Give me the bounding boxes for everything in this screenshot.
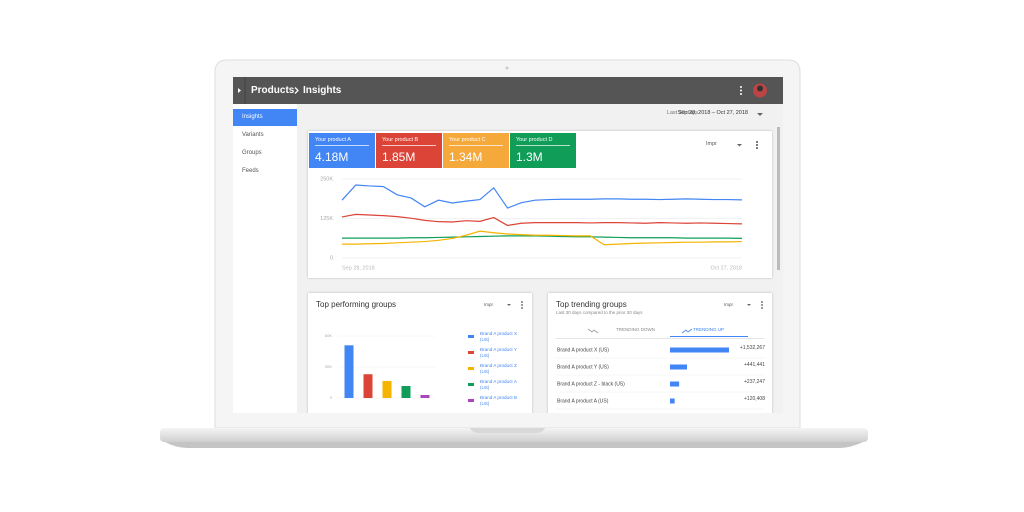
bar <box>344 345 354 398</box>
row-label: Brand A product X (US) <box>557 347 609 353</box>
tab[interactable]: TRENDING UP <box>693 327 725 332</box>
product-tile[interactable]: Your product C 1.34M <box>443 133 509 168</box>
metric-select[interactable]: Impr <box>706 141 717 147</box>
dropdown-icon <box>757 113 763 116</box>
line-chart: 0 125K 250K Sep 28, 2018 Oct 27, 2018 <box>320 176 743 271</box>
top-bar: Products Insights <box>233 77 783 104</box>
y-tick-label: 0 <box>330 255 333 261</box>
tab[interactable]: TRENDING DOWN <box>616 327 655 332</box>
card-title: Top trending groups <box>556 300 627 309</box>
top-performing-card: Top performing groups Impr 0 30K 60K Brand… <box>308 293 532 413</box>
product-tile[interactable]: Your product B 1.85M <box>376 133 442 168</box>
legend-swatch <box>468 335 474 338</box>
value-label: +1,532,267 <box>740 345 765 351</box>
legend-label: Brand A product A (US) <box>480 379 517 390</box>
bar <box>401 386 411 398</box>
series-line <box>341 213 743 227</box>
y-tick-label: 0 <box>330 395 333 400</box>
tile-value: 1.85M <box>382 150 416 164</box>
menu-icons <box>737 141 758 149</box>
tile-value: 1.3M <box>516 150 543 164</box>
y-tick-label: 250K <box>320 176 333 182</box>
menu-icons <box>747 301 763 309</box>
card-title: Top performing groups <box>316 300 397 309</box>
top-bar-icons <box>238 77 767 104</box>
top-trending-card: Top trending groups Last 30 days compare… <box>548 293 772 413</box>
bar <box>670 381 680 387</box>
menu-icons <box>507 301 523 309</box>
product-tile[interactable]: Your product D 1.3M <box>510 133 576 168</box>
bar <box>420 395 430 398</box>
row-label: Brand A product A (US) <box>557 398 609 404</box>
trending-bars: Brand A product X (US) +1,532,267 Brand A … <box>556 345 765 410</box>
tile-value: 4.18M <box>315 150 349 164</box>
value-label: +237,247 <box>744 379 765 385</box>
row-label: Brand A product Z - black (US) <box>557 381 625 387</box>
series-line <box>341 184 743 209</box>
x-tick-label: Sep 28, 2018 <box>342 265 375 271</box>
bar <box>363 374 373 398</box>
sidebar: Insights Variants Groups Feeds <box>233 104 297 413</box>
value-label: +120,408 <box>744 396 765 402</box>
breadcrumb: Insights <box>303 85 342 96</box>
nav-item[interactable]: Insights <box>233 109 297 126</box>
legend-label: Brand A product B (US) <box>480 395 518 406</box>
bar <box>670 398 675 404</box>
breadcrumb[interactable]: Products <box>251 85 295 96</box>
metric-select[interactable]: Impr <box>724 302 733 307</box>
date-range[interactable]: Sep 28, 2018 – Oct 27, 2018 <box>677 110 748 116</box>
legend-label: Brand A product Z (US) <box>480 363 517 374</box>
product-tile[interactable]: Your product A 4.18M <box>309 133 375 168</box>
scrollbar <box>777 127 780 270</box>
bar <box>670 347 729 353</box>
y-tick-label: 125K <box>320 216 333 222</box>
bar <box>670 364 687 370</box>
legend-swatch <box>468 367 474 370</box>
tile-name: Your product A <box>315 137 369 146</box>
nav-item[interactable]: Feeds <box>242 168 259 174</box>
bar-chart: 0 30K 60K <box>325 333 436 400</box>
date-range-label: Last 30 days <box>666 110 698 116</box>
bar <box>382 380 392 398</box>
legend-swatch <box>468 399 474 402</box>
y-tick-label: 30K <box>325 364 332 369</box>
value-label: +441,441 <box>744 362 765 368</box>
y-tick-label: 60K <box>325 333 332 338</box>
overview-card: 0 125K 250K Sep 28, 2018 Oct 27, 2018 Impr Y… <box>308 131 772 278</box>
tab-decor <box>556 328 764 339</box>
tile-name: Your product C <box>449 137 503 146</box>
tile-value: 1.34M <box>449 150 483 164</box>
series-line <box>342 230 743 246</box>
series-line <box>342 235 743 240</box>
nav-item[interactable]: Variants <box>242 132 264 138</box>
row-label: Brand A product Y (US) <box>557 364 609 370</box>
legend-label: Brand A product Y (US) <box>480 347 517 358</box>
metric-select[interactable]: Impr <box>484 302 493 307</box>
screen: Products Insights Insights Variants Groups… <box>233 77 783 413</box>
legend-label: Brand A product X (US) <box>480 331 518 342</box>
legend-swatch <box>468 351 474 354</box>
legend-swatch <box>468 383 474 386</box>
tile-name: Your product D <box>516 137 570 146</box>
nav-item[interactable]: Groups <box>242 150 262 156</box>
tile-name: Your product B <box>382 137 436 146</box>
card-subtitle: Last 30 days compared to the prior 30 da… <box>556 310 643 315</box>
x-tick-label: Oct 27, 2018 <box>711 265 743 271</box>
